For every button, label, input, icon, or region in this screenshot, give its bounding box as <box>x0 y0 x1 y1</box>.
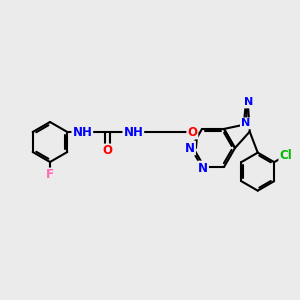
Text: N: N <box>244 98 254 107</box>
Text: Cl: Cl <box>279 149 292 162</box>
Text: NH: NH <box>72 125 92 139</box>
Text: O: O <box>102 145 112 158</box>
Text: N: N <box>241 118 250 128</box>
Text: N: N <box>198 162 208 175</box>
Text: N: N <box>185 142 195 154</box>
Text: O: O <box>187 125 197 139</box>
Text: F: F <box>46 169 54 182</box>
Text: NH: NH <box>123 125 143 139</box>
